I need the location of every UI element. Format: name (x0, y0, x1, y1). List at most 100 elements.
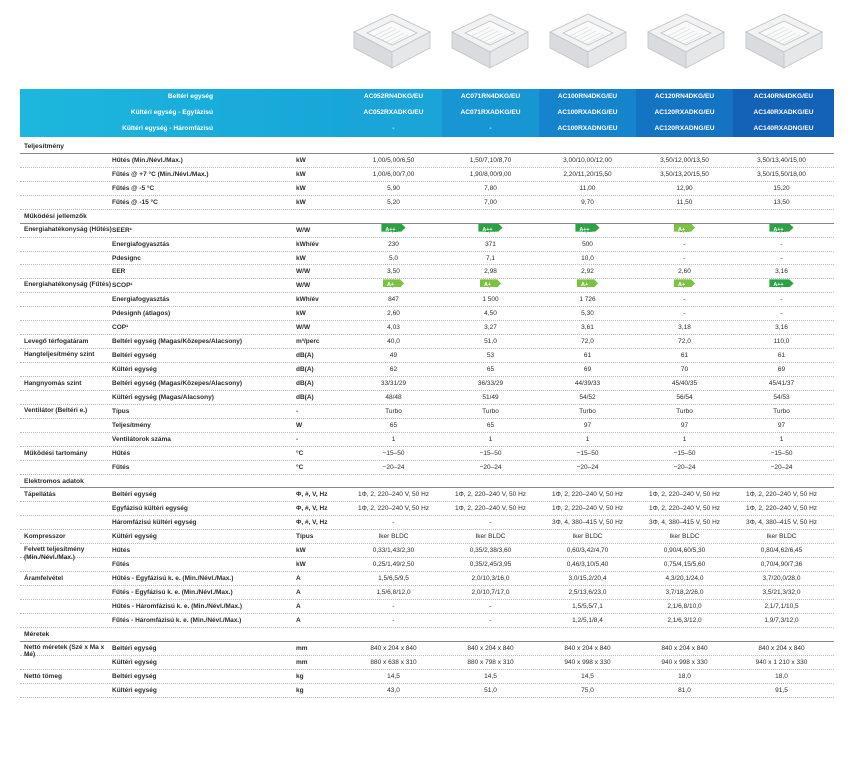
cell-value: 4,50 (484, 310, 497, 318)
cell-value: 65 (486, 421, 495, 429)
row-parameter: Fűtés @ -5 °C (112, 184, 155, 192)
energy-class-badge: A+ (576, 279, 599, 288)
cell-value: 1 (682, 435, 687, 443)
section-title: Méretek (24, 630, 50, 638)
cell-value: 7,80 (484, 184, 497, 192)
cell-value: 45/40/35 (671, 379, 698, 387)
header-label-outdoor-single: Kültéri egység - Egyfázisú (130, 109, 213, 116)
cell-value: 1,9/7,3/12,0 (764, 616, 799, 624)
table-row: Ventilátor (Beltéri e.) Típus - Turbo Turbo T… (20, 405, 834, 419)
cell-value: 847 (388, 296, 399, 304)
table-row: Áramfelvétel Hűtés - Egyfázisú k. e. (Min… (20, 572, 834, 586)
cell-value: 1,00/6,00/7,00 (372, 170, 415, 178)
cell-value: - (780, 240, 783, 248)
table-row: Nettó tömeg Beltéri egység kg 14,5 14,5 14,5 1… (20, 670, 834, 684)
row-group-label: Nettó tömeg (24, 672, 62, 680)
table-row: Energiafogyasztás kWh/év 230 371 500 - - (20, 238, 834, 252)
cell-value: 14,5 (581, 672, 594, 680)
cell-value: 0,33/1,43/2,30 (372, 547, 415, 555)
row-parameter: Fűtés (112, 463, 130, 471)
cell-value: 880 x 798 x 310 (467, 658, 514, 666)
cell-value: 69 (583, 366, 592, 373)
rating-cell: 4,3/A+ (539, 279, 636, 293)
cell-value: −15–50 (382, 449, 405, 457)
cell-value: 1Φ, 2, 220–240 V, 50 Hz (745, 491, 818, 499)
cell-value: Turbo (676, 407, 693, 415)
cell-value: 3Φ, 4, 380–415 V, 50 Hz (648, 519, 721, 527)
energy-class-badge: A++ (381, 223, 406, 232)
row-parameter: Fűtés (112, 561, 130, 569)
cell-value: 1 726 (579, 296, 596, 304)
table-row: Fűtés °C −20–24 −20–24 −20–24 −20–24 −20–24 (20, 461, 834, 475)
table-row: Fűtés - Egyfázisú k. e. (Min./Névl./Max.… (20, 586, 834, 600)
cell-value: 0,75/4,15/5,60 (663, 561, 706, 569)
row-parameter: Kültéri egység (112, 686, 157, 694)
row-unit: W (296, 421, 303, 429)
cell-value: 1 (488, 435, 493, 443)
table-row: Hűtés (Min./Névl./Max.) kW 1,00/5,00/6,50 1… (20, 154, 834, 168)
cell-value: 1Φ, 2, 220–240 V, 50 Hz (745, 505, 818, 513)
cell-value: 840 x 204 x 840 (661, 644, 708, 652)
cell-value: - (489, 519, 492, 527)
energy-class-badge: A++ (575, 223, 600, 232)
table-row: Kültéri egység (Magas/Alacsony) dB(A) 48/4… (20, 391, 834, 405)
cell-value: 2,92 (581, 268, 594, 276)
header-model-column: AC140RN4DKG/EU AC140RXADKG/EU AC140RXADNG/… (733, 89, 834, 137)
cell-value: 12,90 (676, 184, 693, 192)
cell-value: 97 (777, 421, 786, 429)
row-parameter: Beltéri egység (Magas/Közepes/Alacsony) (112, 338, 243, 346)
table-row: Működési tartomány Hűtés °C −15–50 −15–50 −15… (20, 447, 834, 461)
header-model-column: AC100RN4DKG/EU AC100RXADKG/EU AC100RXADNG/… (539, 89, 636, 137)
cell-value: 54/52 (579, 393, 596, 401)
row-unit: W/W (296, 268, 311, 276)
cell-value: Iker BLDC (766, 533, 797, 541)
cell-value: 5,90 (387, 184, 400, 192)
row-parameter: Kültéri egység (112, 366, 157, 373)
cell-value: - (780, 254, 783, 262)
rating-cell: 4,3/A+ (345, 279, 442, 293)
energy-class-badge: A+ (479, 279, 502, 288)
row-parameter: Fűtés @ +7 °C (Min./Névl./Max.) (112, 170, 209, 178)
row-parameter: Kültéri egység (112, 658, 157, 666)
cell-value: 53 (486, 352, 495, 360)
row-unit: A (296, 589, 301, 596)
row-unit: - (296, 435, 299, 443)
cell-value: 18,0 (775, 672, 788, 680)
row-parameter: Ventilátorok száma (112, 435, 171, 443)
energy-class-badge: A++ (769, 279, 794, 288)
cell-value: Turbo (579, 407, 596, 415)
cell-value: 65 (389, 421, 398, 429)
model-indoor: AC071RN4DKG/EU (460, 93, 521, 100)
row-unit: kW (296, 198, 306, 206)
row-unit: kW (296, 310, 306, 318)
cell-value: 0,80/4,62/6,45 (760, 547, 803, 555)
table-row: Kompresszor Kültéri egység Típus Iker BLDC I… (20, 530, 834, 545)
section-header: Teljesítmény (20, 140, 834, 154)
cell-value: 13,50 (773, 198, 790, 206)
cell-value: - (683, 310, 686, 318)
row-parameter: Beltéri egység (112, 672, 157, 680)
model-outdoor-single: AC071RXADKG/EU (460, 109, 521, 116)
model-outdoor-single: AC120RXADKG/EU (654, 109, 715, 116)
table-row: Fűtés @ -15 °C kW 5,20 7,00 9,70 11,50 13,50 (20, 196, 834, 210)
cell-value: 51,0 (484, 338, 497, 346)
cell-value: 61 (583, 352, 592, 360)
cell-value: 940 x 998 x 330 (564, 658, 611, 666)
cell-value: 0,70/4,90/7,36 (760, 561, 803, 569)
cell-value: Iker BLDC (572, 533, 603, 541)
row-unit: kW (296, 561, 306, 569)
cassette-unit-image (742, 8, 826, 80)
row-unit: kW (296, 184, 306, 192)
cell-value: 880 x 638 x 310 (370, 658, 417, 666)
cell-value: Iker BLDC (669, 533, 700, 541)
rating-cell: 6,7/A++ (442, 223, 539, 238)
row-group-label: Levegő térfogatáram (24, 338, 89, 346)
row-group-label: Nettó méretek (Szé x Ma x Mé) (24, 643, 105, 659)
cell-value: 500 (582, 240, 593, 248)
cell-value: - (683, 240, 686, 248)
cell-value: 840 x 204 x 840 (467, 644, 514, 652)
cell-value: 3,16 (775, 268, 788, 276)
cell-value: 51,0 (484, 686, 497, 694)
cell-value: 1Φ, 2, 220–240 V, 50 Hz (357, 491, 430, 499)
cell-value: 3Φ, 4, 380–415 V, 50 Hz (745, 519, 818, 527)
